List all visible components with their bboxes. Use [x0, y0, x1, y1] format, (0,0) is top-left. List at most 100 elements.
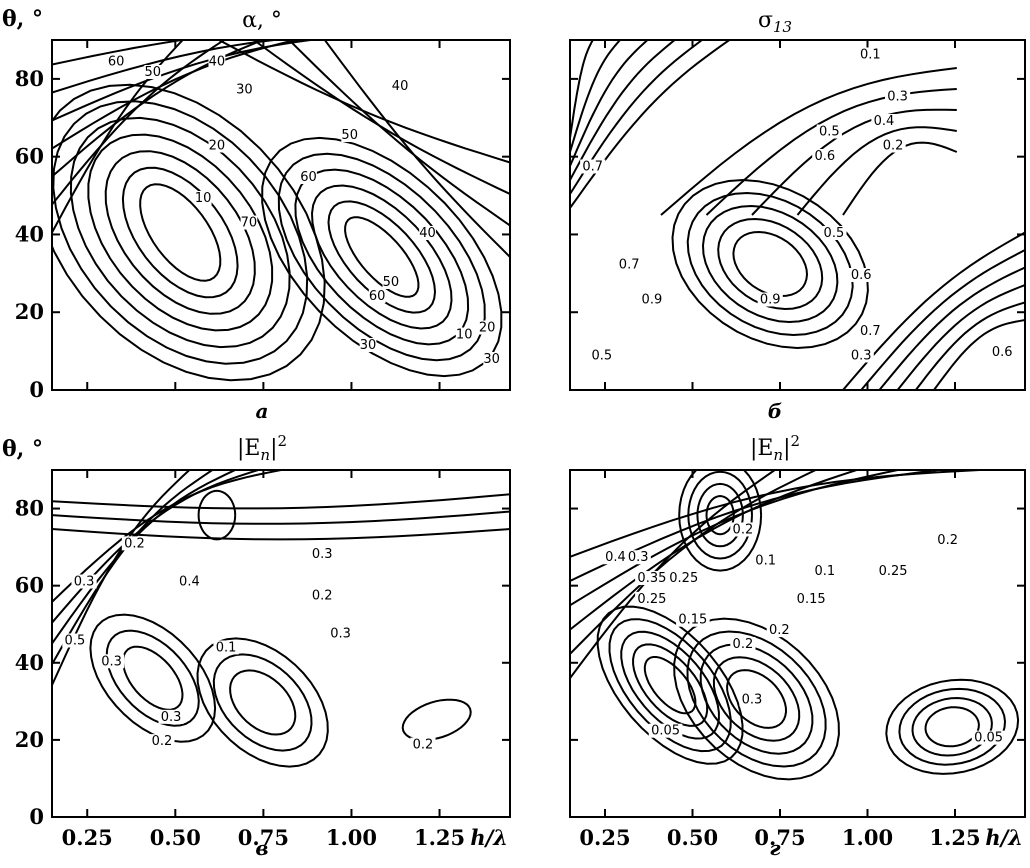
y-tick-label: 40 [15, 650, 44, 675]
contour-label-bg [158, 709, 184, 724]
contour-label-bg [419, 226, 436, 240]
contour-line [898, 687, 1007, 766]
x-tick-label: 1.00 [842, 825, 893, 850]
contour-label-bg [848, 348, 874, 363]
contour-line [924, 706, 980, 748]
title-main: α, ° [242, 8, 282, 33]
contour-line [726, 669, 788, 729]
contour-line [701, 204, 839, 324]
contour-label: 0.3 [101, 654, 122, 669]
contour-label: 0.25 [637, 592, 666, 607]
contour-label: 0.3 [74, 575, 95, 590]
contour-label-bg [580, 159, 606, 174]
panel-г: 0.25 0.50 0.75 1.00 1.25 h/λ|En|2г0.4 0.30.20.… [569, 432, 1026, 860]
x-tick-label: 1.25 [929, 825, 980, 850]
contour-label: 20 [209, 139, 226, 154]
y-tick-label: 80 [15, 496, 44, 521]
contour-line [52, 83, 326, 382]
contour-label: 0.3 [742, 692, 763, 707]
contour-lines [570, 470, 1020, 781]
contour-label-bg [821, 226, 847, 240]
contour-label: 0.9 [642, 293, 663, 308]
title-end: | [270, 436, 277, 461]
contour-line [686, 191, 854, 337]
contour-line [696, 482, 744, 548]
contour-label-bg [766, 623, 792, 638]
contour-label: 0.7 [860, 324, 881, 339]
contour-line [570, 40, 730, 209]
contour-line [52, 40, 189, 66]
contour-label: 0.1 [860, 48, 881, 63]
x-axis-label: h/λ [470, 825, 508, 850]
contour-label-bg [213, 640, 239, 655]
y-axis-label: θ, ° [2, 6, 43, 32]
contour-label-bg [757, 292, 783, 307]
contour-label: 40 [392, 79, 409, 94]
contour-line [796, 126, 957, 216]
contour-label-bg [240, 215, 258, 230]
y-tick-label: 60 [15, 573, 44, 598]
contour-label-bg [730, 636, 756, 651]
contour-line [52, 40, 185, 233]
contour-line [570, 40, 594, 139]
contour-label-bg [935, 532, 961, 547]
contour-label-bg [676, 612, 710, 627]
contour-lines [52, 40, 510, 382]
contour-label: 0.2 [937, 533, 958, 548]
contour-label: 0.1 [216, 640, 237, 655]
contour-label-bg [327, 626, 354, 641]
contour-label-bg [857, 324, 883, 338]
contour-label-bg [483, 352, 501, 366]
contour-line [294, 168, 470, 346]
x-tick-label: 0.75 [238, 825, 289, 850]
contour-label-bg [648, 723, 683, 738]
contour-label-bg [812, 564, 838, 579]
contour-line [121, 645, 184, 711]
contour-label: 0.05 [651, 724, 680, 739]
y-tick-label: 60 [15, 144, 44, 169]
x-tick-label: 1.25 [414, 825, 465, 850]
contour-label-bg [176, 574, 202, 589]
contour-line [52, 470, 236, 645]
panel-б: σ13 б 0.1 0.3 0.4 0.5 0.2 0.6 0.7 0.5 0.7 0.9 0.9 0.6… [569, 8, 1026, 423]
contour-label-bg [989, 345, 1015, 359]
contour-label: 10 [456, 328, 473, 343]
contour-line [671, 178, 869, 350]
contour-label-bg [625, 550, 651, 565]
contour-line [620, 630, 720, 740]
contour-label-bg [812, 149, 838, 163]
contour-label: 50 [341, 128, 358, 143]
contour-label-bg [876, 564, 910, 579]
contour-label: 0.2 [413, 738, 434, 753]
contour-label-bg [616, 257, 642, 272]
contour-label-bg [235, 82, 253, 97]
contour-line [570, 40, 621, 153]
contour-label-bg [121, 536, 148, 551]
contour-label: 0.7 [582, 160, 603, 175]
contour-label-bg [71, 574, 97, 589]
contour-label-bg [739, 692, 765, 707]
contour-line [732, 230, 809, 298]
contour-line [705, 88, 957, 216]
plot-frame [569, 39, 1026, 391]
x-axis-label: h/λ [985, 825, 1023, 850]
contour-line [570, 470, 980, 558]
contour-label-bg [639, 292, 665, 307]
contour-line [751, 108, 957, 216]
contour-label-bg [816, 124, 842, 139]
panel-title: |En|2 [237, 432, 287, 464]
panel-title: σ13 [758, 8, 792, 36]
contour-line [712, 656, 801, 742]
contour-label: 0.2 [124, 536, 145, 551]
contour-label-bg [794, 591, 828, 606]
contour-line [139, 183, 222, 282]
contour-label: 0.2 [733, 522, 754, 537]
contour-label-bg [871, 114, 897, 128]
contour-label-bg [368, 289, 386, 303]
contour-label-bg [857, 47, 883, 62]
contour-line [229, 669, 297, 736]
contour-line [216, 40, 510, 164]
contour-label: 30 [483, 352, 500, 367]
contour-label: 0.5 [819, 125, 840, 140]
